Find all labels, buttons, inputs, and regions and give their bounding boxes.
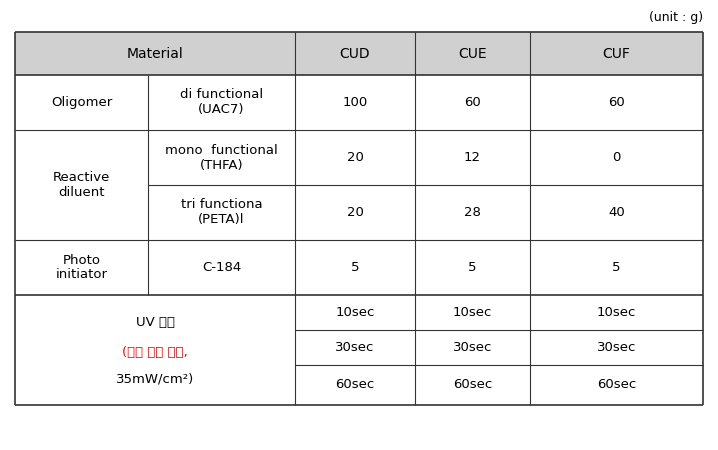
Text: 35mW/cm²): 35mW/cm²) bbox=[116, 372, 194, 385]
Text: tri functiona
(PETA)l: tri functiona (PETA)l bbox=[181, 198, 262, 226]
Text: Oligomer: Oligomer bbox=[51, 96, 112, 109]
Text: 40: 40 bbox=[608, 206, 625, 219]
Text: 60sec: 60sec bbox=[453, 378, 492, 392]
Text: CUE: CUE bbox=[458, 46, 487, 60]
Bar bbox=[15, 365, 703, 405]
Text: 30sec: 30sec bbox=[335, 341, 375, 354]
Text: 10sec: 10sec bbox=[335, 306, 375, 319]
Text: CUF: CUF bbox=[602, 46, 630, 60]
Text: 30sec: 30sec bbox=[597, 341, 636, 354]
Text: mono  functional
(THFA): mono functional (THFA) bbox=[165, 144, 278, 171]
Text: 60sec: 60sec bbox=[597, 378, 636, 392]
Text: 30sec: 30sec bbox=[453, 341, 492, 354]
Text: 100: 100 bbox=[342, 96, 368, 109]
Bar bbox=[15, 240, 703, 295]
Text: di functional
(UAC7): di functional (UAC7) bbox=[180, 89, 263, 117]
Bar bbox=[15, 330, 703, 365]
Text: UV 강도: UV 강도 bbox=[136, 316, 174, 329]
Text: Photo
initiator: Photo initiator bbox=[55, 253, 108, 282]
Bar bbox=[15, 130, 703, 185]
Text: 5: 5 bbox=[468, 261, 477, 274]
Bar bbox=[15, 32, 703, 75]
Text: 5: 5 bbox=[612, 261, 621, 274]
Text: 5: 5 bbox=[351, 261, 359, 274]
Text: 28: 28 bbox=[464, 206, 481, 219]
Text: 0: 0 bbox=[612, 151, 620, 164]
Text: Reactive
diluent: Reactive diluent bbox=[53, 171, 110, 199]
Text: (unit : g): (unit : g) bbox=[649, 12, 703, 24]
Text: (고압 수은 램프,: (고압 수은 램프, bbox=[122, 346, 188, 359]
Text: 10sec: 10sec bbox=[597, 306, 636, 319]
Text: 60: 60 bbox=[464, 96, 481, 109]
Text: 20: 20 bbox=[347, 206, 363, 219]
Text: 20: 20 bbox=[347, 151, 363, 164]
Bar bbox=[15, 185, 703, 240]
Text: 60sec: 60sec bbox=[335, 378, 375, 392]
Text: 60: 60 bbox=[608, 96, 625, 109]
Text: 10sec: 10sec bbox=[453, 306, 492, 319]
Text: CUD: CUD bbox=[340, 46, 370, 60]
Text: Material: Material bbox=[126, 46, 183, 60]
Text: 12: 12 bbox=[464, 151, 481, 164]
Text: C-184: C-184 bbox=[202, 261, 241, 274]
Bar bbox=[15, 295, 703, 330]
Bar bbox=[15, 75, 703, 130]
